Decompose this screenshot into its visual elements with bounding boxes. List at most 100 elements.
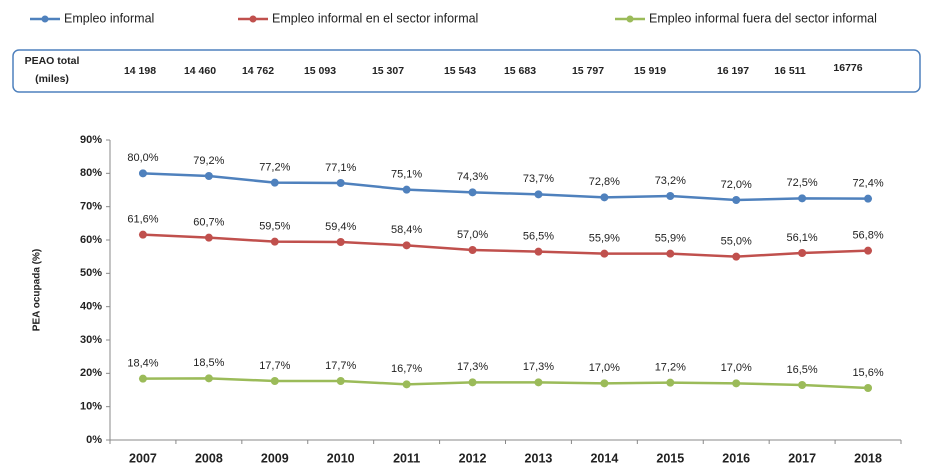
data-point: [468, 246, 477, 254]
data-point: [798, 194, 807, 203]
table-value: 16776: [833, 62, 862, 74]
table-value: 15 919: [634, 65, 666, 77]
data-label: 17,3%: [457, 361, 488, 373]
data-point: [864, 246, 873, 255]
legend-label: Empleo informal en el sector informal: [272, 11, 478, 25]
y-tick-label: 30%: [80, 334, 102, 346]
data-point: [138, 230, 147, 239]
data-point: [534, 190, 543, 199]
data-point: [402, 241, 411, 250]
data-point: [732, 379, 741, 388]
x-tick-label: 2011: [393, 451, 420, 465]
table-value: 15 543: [444, 65, 476, 77]
data-label: 55,0%: [721, 236, 752, 248]
data-label: 17,3%: [523, 361, 554, 373]
data-point: [204, 172, 213, 180]
data-point: [468, 188, 477, 197]
data-label: 59,4%: [325, 221, 356, 233]
legend-marker: [249, 15, 257, 23]
y-tick-label: 0%: [86, 434, 102, 446]
data-point: [336, 238, 345, 246]
table-header: PEAO total: [25, 55, 80, 67]
data-label: 56,5%: [523, 231, 554, 243]
data-label: 15,6%: [852, 367, 883, 379]
data-label: 75,1%: [391, 169, 422, 181]
data-label: 79,2%: [193, 155, 224, 167]
x-tick-label: 2010: [327, 451, 355, 465]
x-tick-label: 2009: [261, 451, 289, 465]
table-box: [12, 49, 921, 93]
y-tick-label: 20%: [80, 367, 102, 379]
data-point: [798, 249, 807, 257]
series-line: [142, 377, 869, 390]
data-label: 77,1%: [325, 162, 356, 174]
data-label: 72,8%: [589, 176, 620, 188]
x-tick-label: 2008: [195, 451, 223, 465]
x-tick-label: 2007: [129, 451, 157, 465]
data-label: 73,2%: [655, 175, 686, 187]
data-label: 55,9%: [589, 233, 620, 245]
data-label: 61,6%: [127, 214, 158, 226]
y-tick-label: 80%: [80, 167, 102, 179]
y-tick-label: 40%: [80, 301, 102, 313]
data-label: 59,5%: [259, 221, 290, 233]
legend-marker: [626, 15, 634, 23]
data-point: [798, 381, 807, 389]
table-value: 14 460: [184, 65, 216, 77]
data-label: 16,7%: [391, 363, 422, 375]
data-point: [468, 378, 477, 387]
data-label: 17,2%: [655, 362, 686, 374]
data-point: [402, 185, 411, 194]
data-point: [864, 194, 873, 203]
legend-label: Empleo informal fuera del sector informa…: [649, 11, 877, 25]
y-tick-label: 90%: [80, 134, 102, 146]
data-point: [138, 169, 147, 178]
data-label: 72,0%: [721, 179, 752, 191]
x-tick-label: 2015: [656, 451, 684, 465]
series-line: [142, 233, 869, 258]
legend-label: Empleo informal: [64, 11, 154, 25]
x-tick-label: 2013: [525, 451, 553, 465]
table-value: 14 762: [242, 65, 274, 77]
y-tick-label: 10%: [80, 401, 102, 413]
data-label: 72,4%: [852, 178, 883, 190]
data-point: [138, 374, 147, 383]
data-point: [534, 247, 543, 256]
table-value: 15 307: [372, 65, 404, 77]
data-point: [270, 178, 279, 187]
data-point: [270, 237, 279, 246]
table-value: 16 197: [717, 65, 749, 77]
table-value: 15 797: [572, 65, 604, 77]
data-label: 77,2%: [259, 162, 290, 174]
series-line: [142, 172, 869, 202]
data-point: [666, 192, 675, 200]
data-label: 17,7%: [325, 360, 356, 372]
data-label: 56,1%: [787, 232, 818, 244]
data-point: [534, 378, 543, 387]
data-point: [204, 233, 213, 242]
x-tick-label: 2018: [854, 451, 882, 465]
data-point: [600, 379, 609, 388]
data-point: [600, 193, 609, 202]
data-point: [732, 196, 741, 204]
data-label: 58,4%: [391, 224, 422, 236]
x-tick-label: 2012: [459, 451, 487, 465]
data-label: 55,9%: [655, 233, 686, 245]
table-header: (miles): [35, 73, 69, 85]
data-label: 18,5%: [193, 357, 224, 369]
data-point: [666, 249, 675, 258]
x-tick-label: 2016: [722, 451, 750, 465]
table-value: 16 511: [774, 65, 806, 77]
data-label: 80,0%: [127, 152, 158, 164]
table-value: 15 093: [304, 65, 336, 77]
data-label: 56,8%: [852, 230, 883, 242]
data-point: [336, 377, 345, 385]
data-point: [600, 249, 609, 258]
data-point: [402, 380, 411, 389]
data-point: [666, 378, 675, 387]
data-point: [864, 384, 873, 392]
data-label: 73,7%: [523, 173, 554, 185]
data-label: 18,4%: [127, 358, 158, 370]
legend-marker: [41, 15, 49, 23]
y-tick-label: 70%: [80, 201, 102, 213]
